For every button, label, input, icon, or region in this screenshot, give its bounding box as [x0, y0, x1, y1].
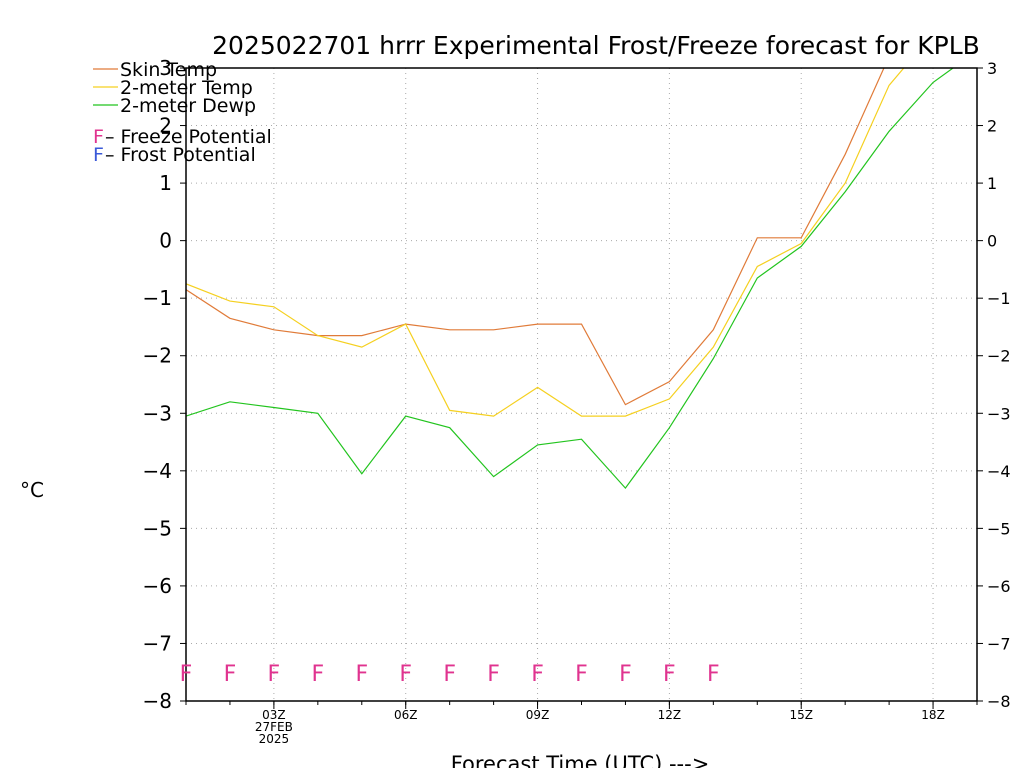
freeze-potential-marker: F — [443, 662, 456, 687]
y-tick-label-left: −1 — [143, 286, 172, 310]
freeze-potential-marker: F — [487, 662, 500, 687]
x-tick-label: 12Z — [658, 708, 682, 722]
x-tick-label: 06Z — [394, 708, 418, 722]
legend-label: – Frost Potential — [105, 144, 256, 166]
y-tick-label-left: −3 — [143, 401, 172, 425]
y-tick-label-right: −3 — [987, 404, 1011, 423]
legend-label: 2-meter Dewp — [120, 95, 256, 117]
y-tick-label-left: 1 — [159, 171, 172, 195]
x-axis-label: Forecast Time (UTC) ---> — [451, 752, 710, 768]
x-tick-label: 15Z — [789, 708, 813, 722]
y-tick-label-right: 2 — [987, 117, 997, 136]
series-line — [186, 68, 905, 417]
legend-marker: F — [93, 126, 104, 148]
y-tick-label-left: 3 — [159, 56, 172, 80]
y-tick-label-right: −4 — [987, 462, 1011, 481]
y-tick-label-left: −8 — [143, 689, 172, 713]
y-tick-label-left: −4 — [143, 459, 172, 483]
y-tick-label-right: 0 — [987, 232, 997, 251]
y-tick-label-right: 3 — [987, 59, 997, 78]
x-tick-label: 03Z — [262, 708, 286, 722]
freeze-potential-marker: F — [531, 662, 544, 687]
freeze-potential-marker: F — [180, 662, 193, 687]
chart-title: 2025022701 hrrr Experimental Frost/Freez… — [212, 31, 980, 60]
legend-marker: F — [93, 144, 104, 166]
freeze-potential-marker: F — [268, 662, 281, 687]
y-tick-label-right: −6 — [987, 577, 1011, 596]
freeze-potential-marker: F — [399, 662, 412, 687]
x-tick-label: 18Z — [921, 708, 945, 722]
freeze-potential-marker: F — [575, 662, 588, 687]
freeze-potential-marker: F — [619, 662, 632, 687]
y-axis-label: °C — [20, 478, 44, 502]
y-tick-label-right: −2 — [987, 347, 1011, 366]
y-tick-label-left: −2 — [143, 344, 172, 368]
y-tick-label-right: −8 — [987, 692, 1011, 711]
y-tick-label-left: 2 — [159, 114, 172, 138]
x-tick-label: 09Z — [526, 708, 550, 722]
y-tick-label-right: −1 — [987, 289, 1011, 308]
x-tick-label: 2025 — [259, 732, 290, 746]
plot-frame — [185, 67, 978, 702]
legend-label: – Freeze Potential — [105, 126, 272, 148]
freeze-potential-marker: F — [355, 662, 368, 687]
y-tick-label-right: −5 — [987, 519, 1011, 538]
y-tick-label-left: 0 — [159, 229, 172, 253]
series-line — [186, 68, 885, 406]
y-tick-label-left: −7 — [143, 631, 172, 655]
y-tick-label-left: −5 — [143, 516, 172, 540]
freeze-potential-marker: F — [663, 662, 676, 687]
series-line — [186, 68, 955, 490]
freeze-potential-marker: F — [312, 662, 325, 687]
legend-label: 2-meter Temp — [120, 77, 253, 99]
y-tick-label-right: 1 — [987, 174, 997, 193]
freeze-potential-marker: F — [707, 662, 720, 687]
x-tick-label: 27FEB — [255, 720, 293, 734]
legend-label: Skin Temp — [120, 59, 217, 81]
freeze-potential-marker: F — [224, 662, 237, 687]
y-tick-label-right: −7 — [987, 634, 1011, 653]
y-tick-label-left: −6 — [143, 574, 172, 598]
